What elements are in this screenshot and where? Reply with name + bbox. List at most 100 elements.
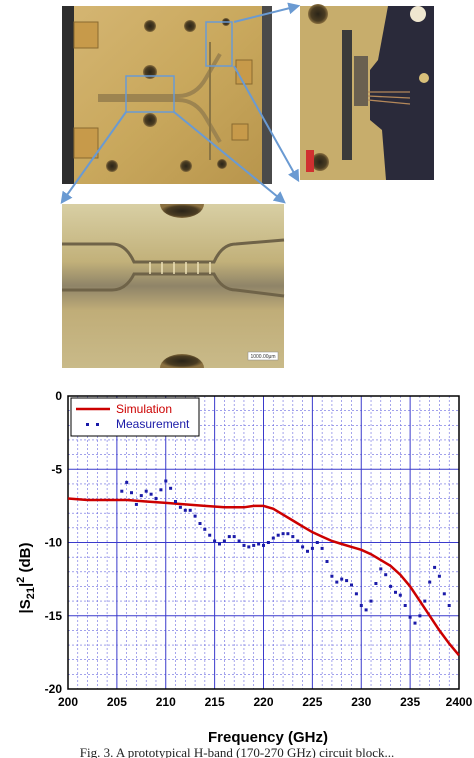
- measurement-point: [281, 532, 285, 536]
- measurement-point: [125, 480, 129, 484]
- measurement-point: [286, 532, 290, 536]
- y-tick-label: -15: [45, 609, 63, 623]
- measurement-point: [330, 574, 334, 578]
- measurement-point: [178, 505, 182, 509]
- measurement-point: [403, 604, 407, 607]
- measurement-point: [242, 543, 246, 547]
- measurement-point: [320, 546, 324, 550]
- figure-caption: Fig. 3. A prototypical H-band (170-270 G…: [79, 746, 395, 758]
- x-tick-label: 215: [205, 695, 225, 709]
- measurement-point: [340, 577, 344, 581]
- measurement-point: [139, 494, 143, 498]
- x-tick-label: 220: [253, 695, 273, 709]
- legend-label-measurement: Measurement: [116, 417, 190, 431]
- measurement-point: [423, 599, 427, 603]
- measurement-point: [345, 579, 349, 583]
- measurement-point: [120, 489, 124, 493]
- x-tick-label: 235: [400, 695, 420, 709]
- measurement-point: [188, 508, 192, 512]
- legend-swatch-measurement-2: [96, 423, 99, 426]
- plot-frame: [67, 395, 460, 690]
- measurement-point: [379, 567, 383, 571]
- measurement-point: [237, 539, 241, 543]
- x-tick-label: 205: [107, 695, 127, 709]
- y-tick-label: 0: [55, 389, 62, 403]
- measurement-point: [198, 522, 202, 525]
- measurement-point: [301, 545, 305, 549]
- measurement-point: [394, 590, 397, 594]
- zoom-detail-photo: 1000.00μm: [62, 204, 285, 368]
- measurement-point: [306, 549, 309, 553]
- y-axis-label: |S21|2 (dB): [15, 543, 37, 614]
- y-tick-label: -5: [51, 462, 62, 476]
- measurement-point: [227, 535, 231, 539]
- measurement-point: [350, 583, 353, 587]
- legend-label-simulation: Simulation: [116, 402, 172, 416]
- zoom-arrows: [60, 2, 301, 204]
- measurement-point: [325, 560, 329, 563]
- measurement-point: [389, 584, 393, 588]
- measurement-point: [247, 545, 251, 549]
- measurement-point: [144, 489, 148, 493]
- y-tick-label: -20: [45, 682, 63, 696]
- measurement-point: [413, 621, 417, 625]
- measurement-point: [154, 497, 158, 500]
- measurement-point: [266, 541, 270, 544]
- measurement-point: [418, 614, 422, 618]
- measurement-point: [315, 541, 319, 544]
- measurement-point: [271, 536, 275, 540]
- measurement-point: [310, 546, 314, 550]
- measurement-point: [291, 535, 295, 539]
- measurement-point: [262, 543, 265, 547]
- legend: Simulation Measurement: [70, 397, 200, 437]
- measurement-point: [164, 479, 168, 483]
- prototype-photos: 1000.00μm: [60, 2, 434, 368]
- measurement-point: [437, 574, 441, 578]
- measurement-point: [447, 604, 451, 607]
- scale-bar: [247, 351, 279, 361]
- measurement-point: [296, 539, 300, 543]
- series-points-measurement: [120, 479, 451, 625]
- series-line-simulation: [67, 497, 460, 657]
- measurement-point: [174, 500, 177, 503]
- s21-chart: 200 205 210 215 220 225 230 235 2400 0 -5 -10 -15 -2…: [15, 389, 473, 746]
- measurement-point: [428, 580, 432, 584]
- measurement-point: [193, 514, 197, 518]
- measurement-point: [183, 508, 187, 512]
- measurement-point: [222, 539, 226, 543]
- measurement-point: [213, 539, 217, 543]
- transition-detail-photo: [300, 4, 434, 180]
- measurement-point: [134, 502, 138, 506]
- measurement-point: [433, 565, 437, 569]
- x-tick-label: 225: [302, 695, 322, 709]
- measurement-point: [149, 492, 153, 496]
- measurement-point: [203, 527, 207, 531]
- measurement-point: [169, 486, 173, 490]
- measurement-point: [364, 608, 368, 612]
- x-axis-label: Frequency (GHz): [208, 729, 328, 746]
- x-tick-labels: 200 205 210 215 220 225 230 235 2400: [58, 695, 473, 709]
- y-tick-labels: 0 -5 -10 -15 -20: [45, 389, 63, 696]
- measurement-point: [354, 592, 358, 596]
- x-tick-label: 200: [58, 695, 78, 709]
- legend-box: [70, 397, 200, 437]
- measurement-point: [257, 542, 261, 546]
- x-tick-label: 230: [351, 695, 371, 709]
- x-tick-label: 2400: [446, 695, 473, 709]
- measurement-point: [335, 580, 339, 584]
- y-tick-label: -10: [45, 536, 63, 550]
- measurement-point: [442, 592, 446, 596]
- measurement-point: [159, 488, 163, 492]
- measurement-point: [130, 491, 133, 495]
- measurement-point: [276, 533, 280, 537]
- legend-swatch-measurement-1: [86, 423, 89, 426]
- measurement-point: [369, 599, 373, 603]
- measurement-point: [218, 542, 221, 546]
- measurement-point: [252, 543, 256, 547]
- measurement-point: [374, 582, 378, 585]
- measurement-point: [384, 573, 388, 577]
- scale-bar-label: 1000.00μm: [250, 354, 275, 360]
- measurement-point: [208, 533, 212, 537]
- measurement-point: [232, 535, 236, 539]
- x-tick-label: 210: [156, 695, 176, 709]
